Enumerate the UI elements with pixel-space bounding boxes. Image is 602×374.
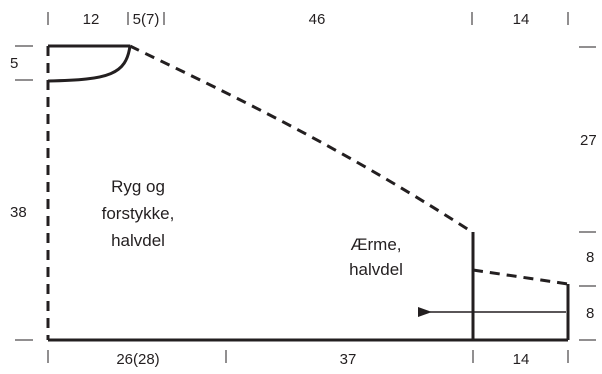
- sleeve-cuff-outline: [472, 268, 570, 342]
- right-measurement-upper: 27: [580, 132, 597, 149]
- bottom-measurement-1: 26(28): [116, 351, 159, 368]
- sleeve-top-slope: [129, 44, 473, 234]
- top-measurement-3: 46: [309, 11, 326, 28]
- sleeve-piece-label: Ærme, halvdel: [349, 235, 403, 279]
- bottom-measurement-2: 37: [340, 351, 357, 368]
- neck-depth-measurement: 5: [10, 55, 18, 72]
- right-measurement-lower: 8: [586, 305, 594, 322]
- body-label-line-1: Ryg og: [111, 177, 165, 196]
- body-label-line-2: forstykke,: [102, 204, 175, 223]
- top-measurement-row: 12 5(7) 46 14: [47, 11, 569, 28]
- right-measurement-column: 27 8 8: [579, 46, 597, 341]
- top-measurement-1: 12: [83, 11, 100, 28]
- bottom-measurement-3: 14: [513, 351, 530, 368]
- cuff-top-edge: [472, 268, 569, 286]
- body-label-line-3: halvdel: [111, 231, 165, 250]
- neckline-curve: [47, 45, 132, 83]
- body-piece-label: Ryg og forstykke, halvdel: [102, 177, 175, 250]
- sleeve-label-line-1: Ærme,: [351, 235, 402, 254]
- body-piece-outline: [46, 44, 475, 342]
- sleeve-label-line-2: halvdel: [349, 260, 403, 279]
- left-measurement-column: 5 38: [10, 45, 33, 341]
- bottom-measurement-row: 26(28) 37 14: [47, 350, 569, 368]
- right-measurement-middle: 8: [586, 249, 594, 266]
- body-height-measurement: 38: [10, 204, 27, 221]
- top-measurement-2: 5(7): [133, 11, 160, 28]
- top-measurement-4: 14: [513, 11, 530, 28]
